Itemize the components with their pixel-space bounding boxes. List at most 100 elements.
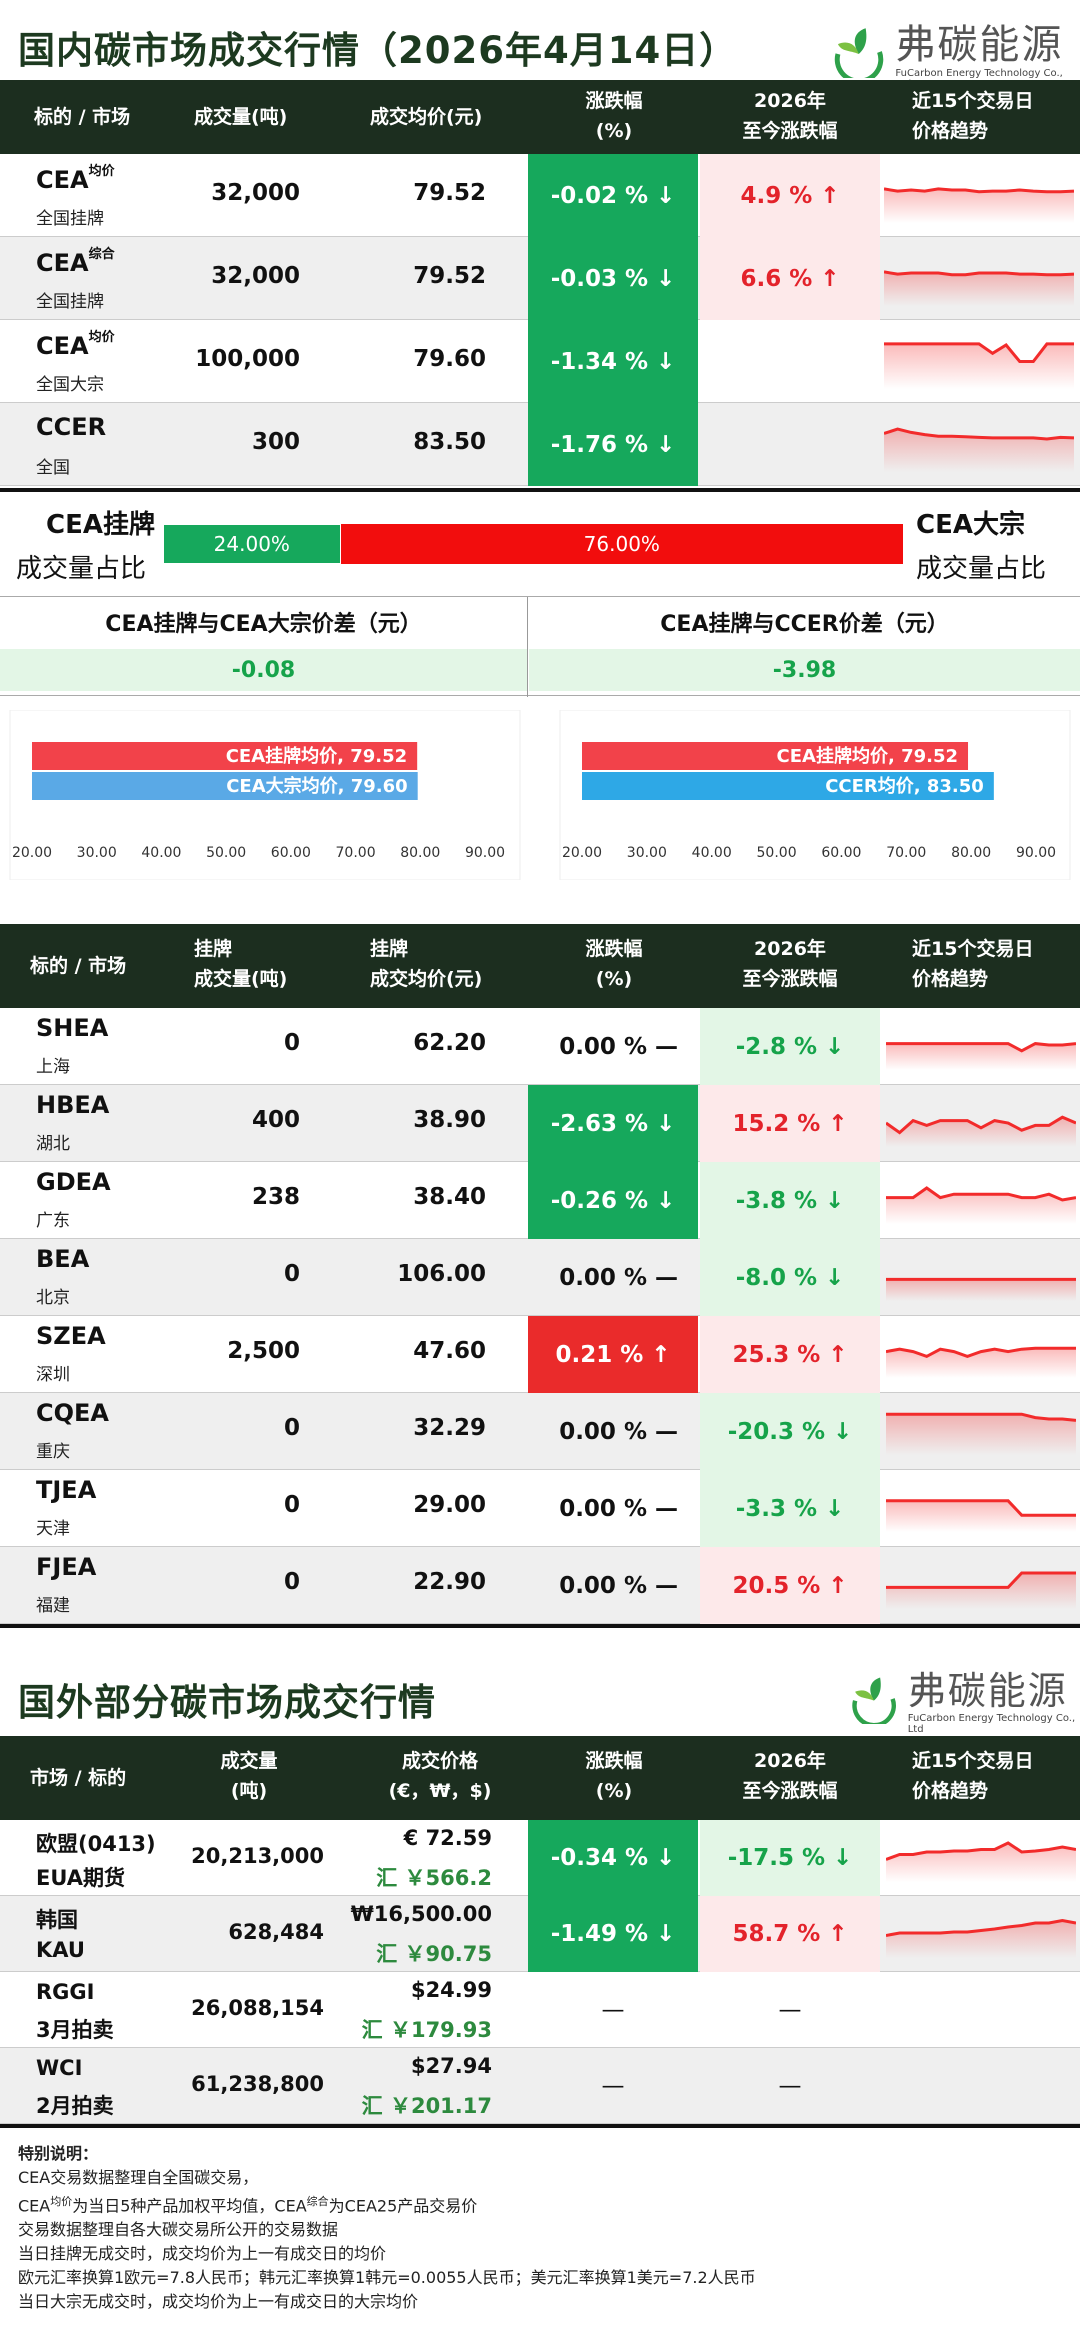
market-name: 湖北: [36, 1134, 70, 1154]
symbol: CCER: [36, 413, 107, 441]
trend-area: [884, 429, 1074, 472]
trend-area: [886, 1117, 1076, 1147]
change-badge: 0.21 % ↑: [528, 1316, 698, 1393]
trend-line: [886, 1841, 1076, 1861]
table-row[interactable]: GDEA 广东 238 38.40 -0.26 % ↓ -3.8 % ↓: [0, 1162, 1080, 1239]
page-title: 国内碳市场成交行情（2026年4月14日）: [18, 29, 738, 72]
bar: [32, 772, 418, 800]
table-row[interactable]: 欧盟(0413) EUA期货 20,213,000 € 72.59 汇 ￥566.2 -0…: [0, 1820, 1080, 1896]
market-name: 上海: [36, 1057, 70, 1077]
table-row[interactable]: WCI 2月拍卖 61,238,800 $27.94 汇 ￥201.17 — —: [0, 2048, 1080, 2124]
share-bar: 24.00% 76.00%: [163, 524, 903, 564]
bar-label: CEA挂牌均价, 79.52: [226, 745, 407, 767]
x-tick-label: 40.00: [692, 845, 732, 861]
bar-label: CEA挂牌均价, 79.52: [777, 745, 958, 767]
table-row[interactable]: TJEA 天津 0 29.00 0.00 % — -3.3 % ↓: [0, 1470, 1080, 1547]
bar-label: CEA大宗均价, 79.60: [226, 775, 407, 797]
ytd-badge: —: [778, 1997, 802, 2023]
market-name: 福建: [36, 1596, 70, 1616]
notes-line: CEA均价为当日5种产品加权平均值，CEA综合为CEA25产品交易价: [18, 2195, 478, 2216]
trend-sparkline: [886, 1277, 1076, 1301]
x-tick-label: 30.00: [77, 845, 117, 861]
header-volume: 挂牌 成交量(吨): [194, 938, 288, 990]
ytd-badge: -20.3 % ↓: [700, 1393, 880, 1470]
diff-right-label: CEA挂牌与CCER价差（元）: [660, 612, 949, 637]
table-row[interactable]: BEA 北京 0 106.00 0.00 % — -8.0 % ↓: [0, 1239, 1080, 1316]
volume: 20,213,000: [191, 1844, 324, 1868]
change-badge: 0.00 % —: [559, 1033, 678, 1060]
x-tick-label: 80.00: [951, 845, 991, 861]
market-name: 全国挂牌: [36, 209, 104, 229]
header-change: 涨跌幅 (%): [585, 1750, 643, 1802]
trend-sparkline: [886, 1115, 1076, 1147]
volume: 2,500: [227, 1338, 300, 1364]
diff-right-value: -3.98: [529, 649, 1080, 691]
bar-label: CCER均价, 83.50: [825, 775, 984, 797]
volume: 0: [283, 1261, 300, 1287]
change-badge: -1.34 % ↓: [528, 320, 698, 403]
notes-line: CEA交易数据整理自全国碳交易，: [18, 2168, 259, 2187]
symbol-sup: 综合: [88, 247, 115, 262]
ytd-badge: -2.8 % ↓: [700, 1008, 880, 1085]
market-name: 全国: [36, 458, 70, 478]
table-row[interactable]: CCER 全国 300 83.50 -1.76 % ↓: [0, 403, 1080, 486]
trend-sparkline: [884, 342, 1074, 389]
change-badge: -1.76 % ↓: [528, 403, 698, 486]
table-row[interactable]: FJEA 福建 0 22.90 0.00 % — 20.5 % ↑: [0, 1547, 1080, 1624]
x-tick-label: 90.00: [465, 845, 505, 861]
x-tick-label: 20.00: [12, 845, 52, 861]
market-name: 重庆: [36, 1442, 70, 1462]
trend-line: [886, 1918, 1076, 1937]
volume: 0: [283, 1415, 300, 1441]
header-ytd: 2026年 至今涨跌幅: [742, 90, 838, 142]
trend-line: [884, 427, 1074, 441]
table-row[interactable]: HBEA 湖北 400 38.90 -2.63 % ↓ 15.2 % ↑: [0, 1085, 1080, 1162]
regional-table-header: 标的 / 市场 挂牌 成交量(吨) 挂牌 成交均价(元) 涨跌幅 (%) 202…: [0, 924, 1080, 1008]
avg-price: 38.90: [413, 1107, 486, 1133]
trend-area: [886, 1920, 1076, 1958]
table-row[interactable]: CEA综合 全国挂牌 32,000 79.52 -0.03 % ↓ 6.6 % ↑: [0, 237, 1080, 320]
price-cny: 汇 ￥179.93: [361, 2018, 492, 2042]
table-row[interactable]: SZEA 深圳 2,500 47.60 0.21 % ↑ 25.3 % ↑: [0, 1316, 1080, 1393]
symbol: SZEA: [36, 1322, 106, 1350]
trend-sparkline: [886, 1412, 1076, 1455]
table-row[interactable]: CEA均价 全国大宗 100,000 79.60 -1.34 % ↓: [0, 320, 1080, 403]
table-row[interactable]: RGGI 3月拍卖 26,088,154 $24.99 汇 ￥179.93 — —: [0, 1972, 1080, 2048]
price: $27.94: [410, 2054, 492, 2078]
avg-price: 47.60: [413, 1338, 486, 1364]
trend-area: [884, 188, 1074, 223]
table-row[interactable]: SHEA 上海 0 62.20 0.00 % — -2.8 % ↓: [0, 1008, 1080, 1085]
price-cny: 汇 ￥201.17: [361, 2094, 492, 2118]
price: ₩16,500.00: [350, 1902, 492, 1926]
trend-area: [886, 1188, 1076, 1224]
table-row[interactable]: 韩国 KAU 628,484 ₩16,500.00 汇 ￥90.75 -1.49 % ↓ 5…: [0, 1896, 1080, 1972]
x-tick-label: 60.00: [271, 845, 311, 861]
trend-sparkline: [886, 1918, 1076, 1958]
price: € 72.59: [403, 1826, 492, 1850]
market-name: 全国挂牌: [36, 292, 104, 312]
price-cny: 汇 ￥90.75: [376, 1942, 492, 1966]
header-volume: 成交量(吨): [194, 106, 288, 128]
symbol: SHEA: [36, 1014, 109, 1042]
avg-price: 79.52: [413, 263, 486, 289]
trend-line: [884, 187, 1074, 194]
market-name: RGGI: [36, 1980, 95, 2004]
x-tick-label: 40.00: [141, 845, 181, 861]
trend-line: [884, 342, 1074, 363]
price-cny: 汇 ￥566.2: [376, 1866, 492, 1890]
volume: 238: [251, 1184, 300, 1210]
table-row[interactable]: CEA均价 全国挂牌 32,000 79.52 -0.02 % ↓ 4.9 % ↑: [0, 154, 1080, 237]
trend-line: [886, 1499, 1076, 1517]
trend-sparkline: [884, 270, 1074, 306]
ytd-badge: -8.0 % ↓: [700, 1239, 880, 1316]
avg-price: 106.00: [397, 1261, 486, 1287]
price: $24.99: [410, 1978, 492, 2002]
table-row[interactable]: CQEA 重庆 0 32.29 0.00 % — -20.3 % ↓: [0, 1393, 1080, 1470]
international-table-header: 市场 / 标的 成交量 (吨) 成交价格 (€，₩，$) 涨跌幅 (%) 202…: [0, 1736, 1080, 1820]
x-tick-label: 20.00: [562, 845, 602, 861]
avg-price: 62.20: [413, 1030, 486, 1056]
notes: 特别说明： CEA交易数据整理自全国碳交易， CEA均价为当日5种产品加权平均值…: [18, 2142, 1068, 2314]
trend-area: [884, 343, 1074, 389]
market-name: WCI: [36, 2056, 83, 2080]
trend-area: [886, 1279, 1076, 1301]
